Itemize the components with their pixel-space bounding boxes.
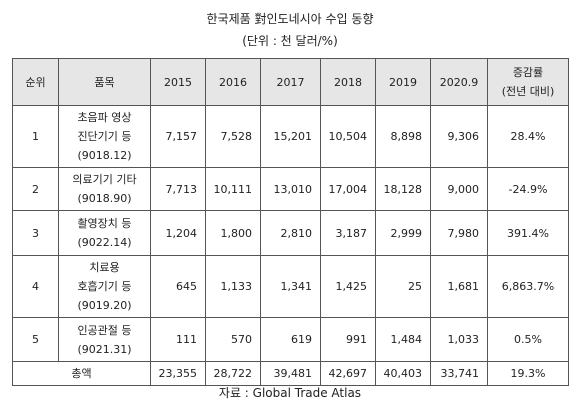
item-cell: 촬영장치 등 (9022.14) bbox=[58, 210, 151, 256]
item-line: 진단기기 등 bbox=[77, 130, 132, 143]
value-cell: 9,000 bbox=[430, 167, 488, 211]
value-cell: 1,681 bbox=[430, 255, 488, 318]
header-row: 순위 품목 2015 2016 2017 2018 2019 2020.9 증감률 (전년 대비) bbox=[12, 58, 569, 106]
header-line: (전년 대비) bbox=[501, 85, 555, 98]
value-cell: 991 bbox=[320, 317, 376, 362]
rank-cell: 5 bbox=[12, 317, 59, 362]
total-label: 총액 bbox=[12, 361, 151, 386]
header-line: 2017 bbox=[276, 75, 305, 89]
table-row: 5 인공관절 등 (9021.31) 111 570 619 991 1,484 1,033 0.… bbox=[12, 317, 569, 362]
total-row: 총액 23,355 28,722 39,481 42,697 40,403 33,741 19… bbox=[12, 361, 569, 386]
value-cell: 25 bbox=[375, 255, 431, 318]
value-cell: 7,713 bbox=[150, 167, 206, 211]
item-line: 인공관절 등 bbox=[77, 323, 132, 337]
header-line: 순위 bbox=[25, 75, 46, 89]
table-row: 3 촬영장치 등 (9022.14) 1,204 1,800 2,810 3,187 2,99… bbox=[12, 210, 569, 256]
import-table: 순위 품목 2015 2016 2017 2018 2019 2020.9 증감률 (전년 대비)… bbox=[12, 58, 569, 386]
header-line: 2016 bbox=[219, 75, 247, 89]
column-header: 2019 bbox=[375, 58, 431, 106]
item-line: (9018.12) bbox=[77, 149, 132, 162]
value-cell: 391.4% bbox=[487, 210, 569, 256]
column-header: 2017 bbox=[260, 58, 321, 106]
total-value: 39,481 bbox=[260, 361, 321, 386]
value-cell: 18,128 bbox=[375, 167, 431, 211]
header-line: 2015 bbox=[164, 75, 192, 89]
value-cell: 1,425 bbox=[320, 255, 376, 318]
column-header: 2016 bbox=[205, 58, 261, 106]
table-row: 2 의료기기 기타 (9018.90) 7,713 10,111 13,010 17,004… bbox=[12, 167, 569, 211]
total-value: 28,722 bbox=[205, 361, 261, 386]
total-value: 19.3% bbox=[487, 361, 569, 386]
value-cell: 1,341 bbox=[260, 255, 321, 318]
value-cell: 1,484 bbox=[375, 317, 431, 362]
header-line: 2020.9 bbox=[439, 75, 479, 89]
value-cell: 1,133 bbox=[205, 255, 261, 318]
value-cell: 8,898 bbox=[375, 105, 431, 168]
column-header: 2018 bbox=[320, 58, 376, 106]
value-cell: 1,204 bbox=[150, 210, 206, 256]
value-cell: 7,157 bbox=[150, 105, 206, 168]
rank-cell: 2 bbox=[12, 167, 59, 211]
item-line: 치료용 bbox=[89, 261, 120, 274]
value-cell: 2,999 bbox=[375, 210, 431, 256]
item-line: 촬영장치 등 bbox=[77, 217, 132, 230]
total-value: 42,697 bbox=[320, 361, 376, 386]
header-line: 2018 bbox=[334, 75, 362, 89]
item-line: (9019.20) bbox=[77, 299, 132, 312]
total-value: 23,355 bbox=[150, 361, 206, 386]
value-cell: 0.5% bbox=[487, 317, 569, 362]
value-cell: 619 bbox=[260, 317, 321, 362]
column-header: 순위 bbox=[12, 58, 59, 106]
value-cell: 570 bbox=[205, 317, 261, 362]
header-line: 증감률 bbox=[512, 66, 544, 79]
value-cell: 6,863.7% bbox=[487, 255, 569, 318]
item-line: 의료기기 기타 bbox=[72, 173, 137, 186]
column-header: 2015 bbox=[150, 58, 206, 106]
value-cell: 1,033 bbox=[430, 317, 488, 362]
item-line: (9021.31) bbox=[77, 342, 132, 356]
item-line: (9018.90) bbox=[77, 192, 132, 205]
value-cell: 9,306 bbox=[430, 105, 488, 168]
column-header: 증감률 (전년 대비) bbox=[487, 58, 569, 106]
unit: (단위 : 천 달러/%) bbox=[242, 34, 338, 48]
total-value: 40,403 bbox=[375, 361, 431, 386]
value-cell: 28.4% bbox=[487, 105, 569, 168]
column-header: 2020.9 bbox=[430, 58, 488, 106]
value-cell: -24.9% bbox=[487, 167, 569, 211]
total-value: 33,741 bbox=[430, 361, 488, 386]
value-cell: 10,111 bbox=[205, 167, 261, 211]
value-cell: 1,800 bbox=[205, 210, 261, 256]
value-cell: 7,980 bbox=[430, 210, 488, 256]
value-cell: 15,201 bbox=[260, 105, 321, 168]
source: 자료 : Global Trade Atlas bbox=[218, 386, 362, 400]
value-cell: 3,187 bbox=[320, 210, 376, 256]
rank-cell: 4 bbox=[12, 255, 59, 318]
value-cell: 17,004 bbox=[320, 167, 376, 211]
rank-cell: 1 bbox=[12, 105, 59, 168]
header-line: 2019 bbox=[389, 75, 417, 89]
item-line: (9022.14) bbox=[77, 236, 132, 249]
rank-cell: 3 bbox=[12, 210, 59, 256]
value-cell: 7,528 bbox=[205, 105, 261, 168]
item-cell: 의료기기 기타 (9018.90) bbox=[58, 167, 151, 211]
title: 한국제품 對인도네시아 수입 동향 bbox=[206, 12, 374, 26]
header-line: 품목 bbox=[94, 75, 115, 89]
value-cell: 10,504 bbox=[320, 105, 376, 168]
value-cell: 13,010 bbox=[260, 167, 321, 211]
value-cell: 111 bbox=[150, 317, 206, 362]
value-cell: 645 bbox=[150, 255, 206, 318]
item-line: 호흡기기 등 bbox=[77, 280, 132, 293]
value-cell: 2,810 bbox=[260, 210, 321, 256]
item-line: 초음파 영상 bbox=[77, 111, 132, 124]
item-cell: 인공관절 등 (9021.31) bbox=[58, 317, 151, 362]
column-header: 품목 bbox=[58, 58, 151, 106]
